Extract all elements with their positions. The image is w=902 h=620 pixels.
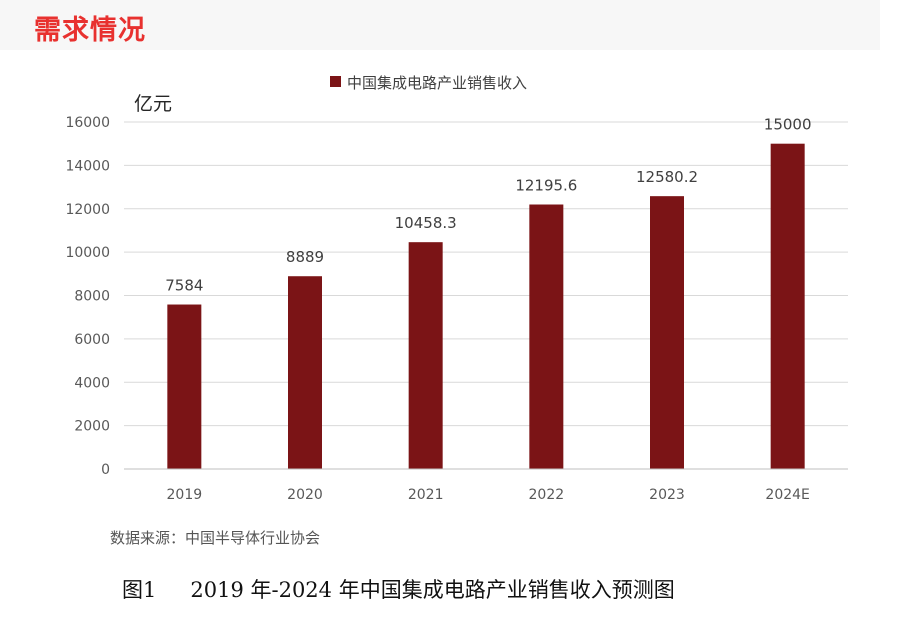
x-axis-ticks: 2019 2020 2021 2022 2023 2024E (167, 487, 810, 503)
y-axis-unit: 亿元 (134, 93, 172, 115)
source-note: 数据来源：中国半导体行业协会 (110, 529, 321, 547)
legend-label: 中国集成电路产业销售收入 (347, 74, 527, 92)
gridlines (124, 121, 848, 427)
bar (650, 196, 684, 469)
y-tick-label: 10000 (65, 245, 110, 261)
x-tick-label: 2019 (167, 487, 203, 503)
x-tick-label: 2024E (765, 487, 809, 503)
figure-caption-text: 2019 年-2024 年中国集成电路产业销售收入预测图 (190, 578, 675, 602)
header-band (0, 0, 880, 50)
data-label: 12195.6 (515, 177, 577, 195)
bar (408, 242, 443, 469)
figure-caption: 图1 2019 年-2024 年中国集成电路产业销售收入预测图 (122, 574, 675, 604)
y-tick-label: 2000 (74, 419, 110, 435)
figure-label: 图1 (122, 578, 157, 602)
x-tick-label: 2020 (287, 487, 323, 503)
data-label: 7584 (165, 277, 203, 295)
legend-swatch (330, 76, 341, 87)
data-label: 12580.2 (636, 168, 698, 186)
y-tick-label: 0 (101, 462, 110, 478)
y-axis-ticks: 0 2000 4000 6000 8000 10000 12000 14000 16000 (65, 115, 110, 478)
data-label: 15000 (764, 116, 812, 134)
bar-chart: 0 2000 4000 6000 8000 10000 12000 14000 16000 75… (65, 74, 848, 503)
bar (529, 204, 564, 469)
y-tick-label: 4000 (74, 375, 110, 391)
x-tick-label: 2021 (408, 487, 444, 503)
bar (770, 143, 805, 469)
y-tick-label: 16000 (65, 115, 110, 131)
y-tick-label: 6000 (74, 332, 110, 348)
bar (288, 276, 322, 469)
y-tick-label: 8000 (74, 289, 110, 305)
data-label: 10458.3 (395, 214, 457, 232)
x-tick-label: 2023 (649, 487, 685, 503)
y-tick-label: 12000 (65, 202, 110, 218)
bar (167, 304, 202, 469)
x-tick-label: 2022 (529, 487, 565, 503)
bars (167, 143, 805, 469)
data-label: 8889 (286, 248, 324, 266)
section-title: 需求情况 (34, 15, 146, 46)
data-labels: 7584 8889 10458.3 12195.6 12580.2 15000 (165, 116, 811, 295)
y-tick-label: 14000 (65, 158, 110, 174)
